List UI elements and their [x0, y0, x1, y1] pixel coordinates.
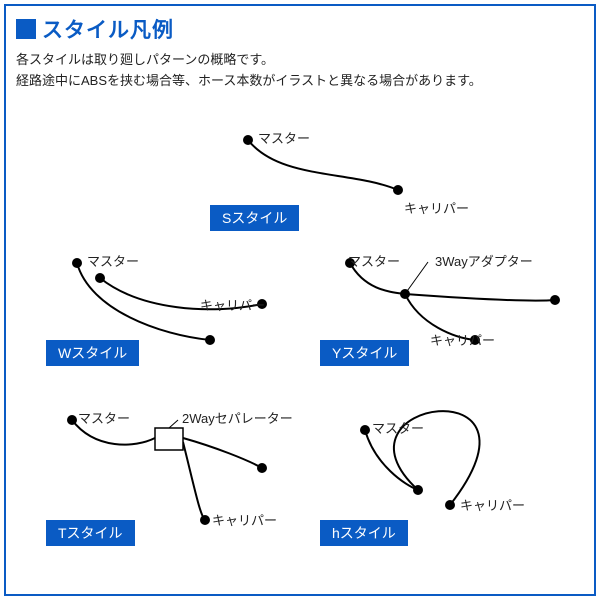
- description: 各スタイルは取り廻しパターンの概略です。 経路途中にABSを挟む場合等、ホース本…: [16, 50, 584, 92]
- header: スタイル凡例: [16, 14, 174, 44]
- endpoint-label-w-3: キャリパー: [200, 295, 265, 314]
- endpoint-label-t-0: マスター: [78, 408, 130, 427]
- header-square-icon: [16, 19, 36, 39]
- endpoint-label-w-0: マスター: [87, 251, 139, 270]
- endpoint-label-s-0: マスター: [258, 128, 310, 147]
- endpoint-label-y-0: マスター: [348, 251, 400, 270]
- style-label-w: Wスタイル: [46, 340, 139, 366]
- separator-label-t: 2Wayセパレーター: [182, 408, 293, 427]
- style-label-y: Yスタイル: [320, 340, 409, 366]
- style-label-s: Sスタイル: [210, 205, 299, 231]
- endpoint-label-s-1: キャリパー: [404, 198, 469, 217]
- endpoint-label-y-2: キャリパー: [430, 330, 495, 349]
- endpoint-label-h-2: キャリパー: [460, 495, 525, 514]
- desc-line-1: 各スタイルは取り廻しパターンの概略です。: [16, 50, 584, 71]
- endpoint-label-h-0: マスター: [372, 418, 424, 437]
- endpoint-label-t-1: キャリパー: [212, 510, 277, 529]
- desc-line-2: 経路途中にABSを挟む場合等、ホース本数がイラストと異なる場合があります。: [16, 71, 584, 92]
- style-label-t: Tスタイル: [46, 520, 135, 546]
- style-label-h: hスタイル: [320, 520, 408, 546]
- endpoint-label-y-1: 3Wayアダプター: [435, 251, 533, 270]
- page-title: スタイル凡例: [42, 14, 174, 44]
